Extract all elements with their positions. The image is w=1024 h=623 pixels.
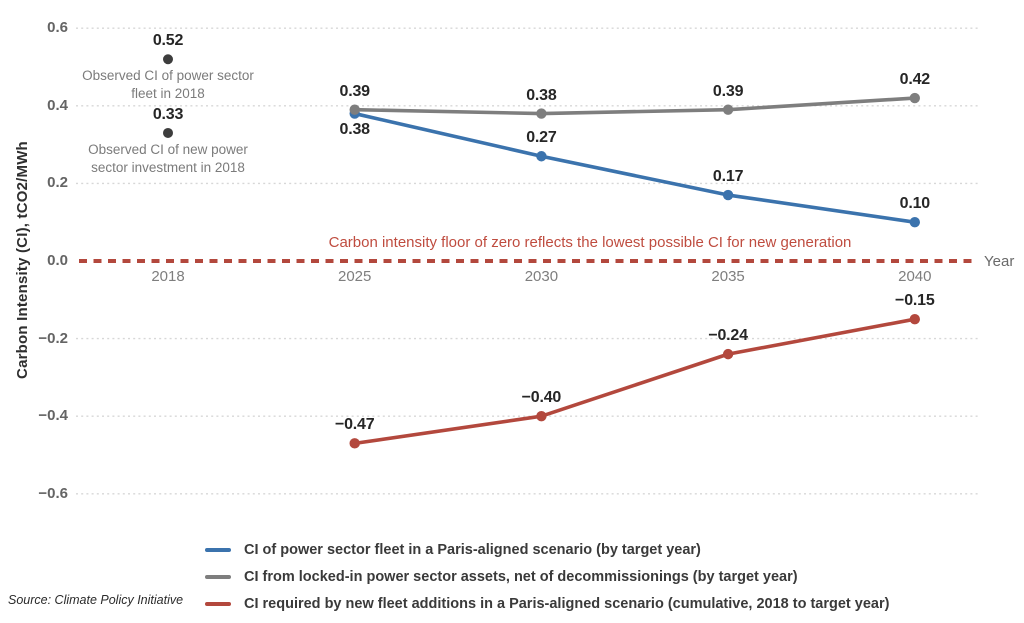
observed-point bbox=[163, 127, 173, 138]
data-point bbox=[349, 438, 360, 449]
legend-item-label: CI required by new fleet additions in a … bbox=[244, 595, 890, 612]
observed-point bbox=[163, 54, 173, 65]
legend-item: CI required by new fleet additions in a … bbox=[205, 594, 889, 613]
data-point bbox=[536, 151, 547, 162]
legend-item: CI of power sector fleet in a Paris-alig… bbox=[205, 540, 889, 559]
series-line bbox=[352, 317, 917, 446]
y-axis-title: Carbon Intensity (CI), tCO2/MWh bbox=[14, 141, 31, 379]
source-note: Source: Climate Policy Initiative bbox=[8, 593, 184, 607]
legend-swatch bbox=[205, 601, 231, 606]
legend-item-label: CI from locked-in power sector assets, n… bbox=[244, 568, 798, 585]
data-point bbox=[909, 92, 920, 104]
series-line bbox=[352, 96, 917, 116]
series-line bbox=[352, 111, 917, 224]
data-point bbox=[536, 108, 547, 119]
legend: CI of power sector fleet in a Paris-alig… bbox=[205, 540, 889, 621]
data-point bbox=[349, 104, 360, 115]
x-axis-title: Year bbox=[984, 253, 1015, 270]
data-point bbox=[722, 348, 734, 360]
data-point bbox=[722, 189, 734, 201]
data-point bbox=[722, 104, 734, 115]
data-point bbox=[909, 314, 920, 325]
legend-swatch bbox=[205, 547, 231, 552]
legend-item-label: CI of power sector fleet in a Paris-alig… bbox=[244, 541, 701, 558]
data-point bbox=[536, 411, 547, 422]
data-point bbox=[909, 217, 920, 228]
zero-floor-annotation: Carbon intensity floor of zero reflects … bbox=[328, 234, 852, 251]
legend-item: CI from locked-in power sector assets, n… bbox=[205, 567, 889, 586]
legend-swatch bbox=[205, 574, 231, 579]
